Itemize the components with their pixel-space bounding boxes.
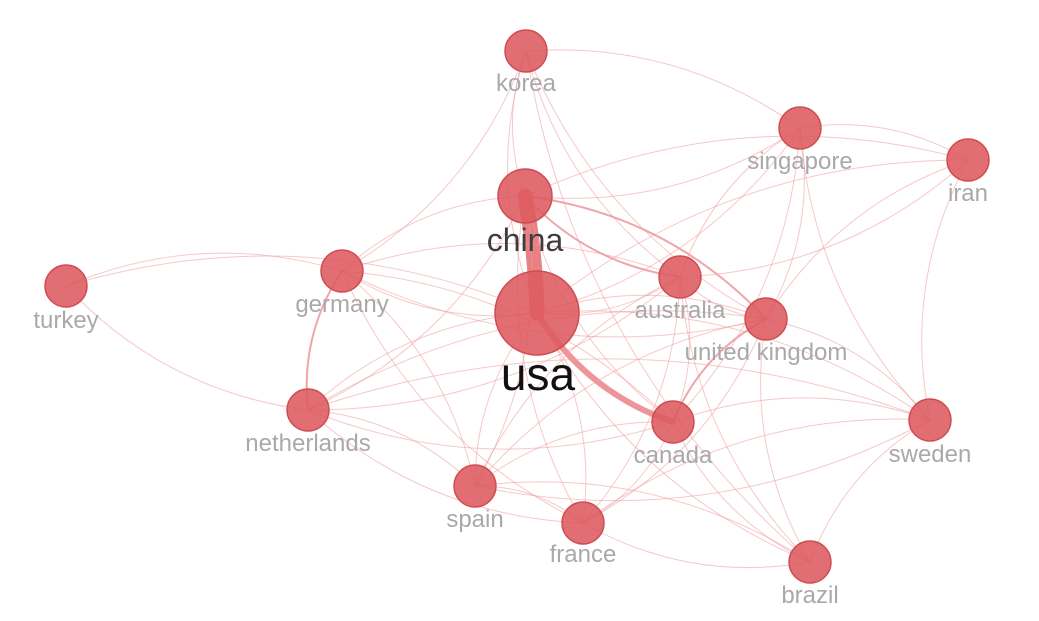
node-germany[interactable]	[320, 249, 364, 293]
node-china[interactable]	[497, 168, 553, 224]
edge-korea-germany	[341, 50, 527, 272]
edge-singapore-canada	[672, 127, 801, 423]
edge-germany-france	[341, 270, 584, 524]
edge-iran-united-kingdom	[765, 159, 969, 320]
edge-usa-singapore	[536, 127, 801, 314]
edge-iran-sweden	[921, 159, 969, 421]
edge-australia-france	[582, 276, 681, 524]
edge-iran-australia	[679, 159, 969, 278]
node-iran[interactable]	[946, 138, 990, 182]
edge-france-sweden	[582, 418, 931, 524]
node-brazil[interactable]	[788, 540, 832, 584]
edge-china-iran	[524, 135, 969, 197]
edge-sweden-brazil	[809, 419, 931, 563]
node-singapore[interactable]	[778, 106, 822, 150]
node-label-united-kingdom: united kingdom	[685, 339, 848, 366]
node-label-germany: germany	[295, 291, 388, 318]
node-france[interactable]	[561, 501, 605, 545]
edge-germany-spain	[341, 270, 476, 487]
node-label-canada: canada	[634, 442, 713, 469]
edge-brazil-korea	[525, 50, 811, 563]
edge-netherlands-sweden	[307, 358, 931, 421]
edge-turkey-germany	[65, 252, 343, 287]
edge-australia-spain	[474, 276, 681, 487]
node-turkey[interactable]	[44, 264, 88, 308]
edge-netherlands-australia	[307, 276, 681, 411]
edge-spain-brazil	[474, 481, 811, 563]
edge-usa-sweden	[536, 310, 931, 421]
edge-canada-spain	[474, 421, 674, 487]
node-sweden[interactable]	[908, 398, 952, 442]
edge-united-kingdom-spain	[474, 318, 767, 487]
edge-united-kingdom-france	[582, 318, 767, 524]
node-label-spain: spain	[446, 506, 503, 533]
edge-australia-brazil	[679, 276, 811, 563]
edge-spain-sweden	[474, 419, 931, 502]
edge-china-singapore	[524, 127, 801, 199]
node-spain[interactable]	[453, 464, 497, 508]
edge-korea-singapore	[525, 49, 801, 129]
edge-singapore-australia	[679, 127, 801, 278]
edge-singapore-united-kingdom	[765, 127, 805, 320]
edge-netherlands-france	[307, 409, 584, 524]
node-australia[interactable]	[658, 255, 702, 299]
edge-turkey-netherlands	[65, 285, 309, 411]
edge-canada-brazil	[672, 421, 811, 563]
node-label-brazil: brazil	[781, 582, 838, 609]
edge-united-kingdom-sweden	[765, 318, 931, 421]
edge-usa-turkey	[65, 255, 538, 314]
node-label-turkey: turkey	[33, 307, 98, 334]
node-korea[interactable]	[504, 29, 548, 73]
node-usa[interactable]	[494, 270, 580, 356]
node-label-china: china	[487, 222, 564, 258]
node-label-singapore: singapore	[747, 148, 852, 175]
edge-netherlands-canada	[307, 409, 674, 450]
node-canada[interactable]	[651, 400, 695, 444]
node-label-netherlands: netherlands	[245, 430, 370, 457]
edge-usa-iran	[536, 159, 969, 314]
nodes-layer	[44, 29, 990, 584]
node-label-iran: iran	[948, 180, 988, 207]
node-label-australia: australia	[635, 297, 726, 324]
node-label-korea: korea	[496, 70, 557, 97]
edge-china-united-kingdom	[524, 195, 767, 320]
edge-korea-australia	[525, 50, 681, 278]
edge-united-kingdom-brazil	[760, 318, 811, 563]
edge-germany-australia	[341, 243, 681, 278]
edge-china-netherlands	[307, 195, 526, 411]
node-netherlands[interactable]	[286, 388, 330, 432]
edge-canada-sweden	[672, 397, 931, 423]
node-label-france: france	[550, 541, 617, 568]
node-label-sweden: sweden	[889, 441, 972, 468]
node-united-kingdom[interactable]	[744, 297, 788, 341]
edge-netherlands-spain	[307, 409, 476, 487]
labels-layer: usa china korea singapore iran turkey germany a…	[33, 70, 988, 609]
edge-france-brazil	[582, 522, 811, 569]
edge-korea-united-kingdom	[525, 50, 767, 320]
node-label-usa: usa	[501, 348, 576, 400]
edge-singapore-sweden	[799, 127, 931, 421]
